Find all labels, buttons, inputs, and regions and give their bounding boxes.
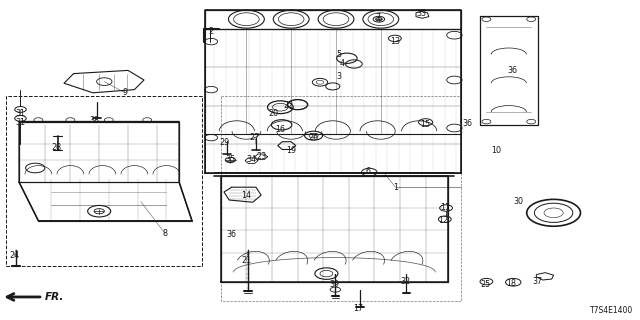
Text: 33: 33 xyxy=(416,9,426,18)
Text: 13: 13 xyxy=(390,37,401,46)
Text: 9: 9 xyxy=(122,88,127,97)
Text: 21: 21 xyxy=(241,256,252,265)
Text: 7: 7 xyxy=(375,13,380,22)
Text: 1: 1 xyxy=(393,183,398,192)
Text: 34: 34 xyxy=(246,156,257,164)
Text: 6: 6 xyxy=(365,167,371,176)
Text: T7S4E1400: T7S4E1400 xyxy=(590,306,634,315)
Text: 31: 31 xyxy=(15,109,26,118)
Text: FR.: FR. xyxy=(45,292,64,302)
Text: 36: 36 xyxy=(462,119,472,128)
Text: 5: 5 xyxy=(337,50,342,59)
Text: 38: 38 xyxy=(90,116,100,125)
Text: 3: 3 xyxy=(337,72,342,81)
Text: 30: 30 xyxy=(513,197,524,206)
Text: 12: 12 xyxy=(438,216,449,225)
Text: 11: 11 xyxy=(440,204,450,212)
Text: 18: 18 xyxy=(506,279,516,288)
Text: 15: 15 xyxy=(420,120,431,129)
Text: 37: 37 xyxy=(532,277,543,286)
Text: 4: 4 xyxy=(340,60,345,68)
Text: 31: 31 xyxy=(15,118,26,127)
Text: 36: 36 xyxy=(227,230,237,239)
Text: 28: 28 xyxy=(51,143,61,152)
Text: 8: 8 xyxy=(163,229,168,238)
Text: 35: 35 xyxy=(225,156,236,164)
Text: 32: 32 xyxy=(400,277,410,286)
Text: 29: 29 xyxy=(219,138,229,147)
Text: 24: 24 xyxy=(9,252,19,260)
Text: 16: 16 xyxy=(275,125,285,134)
Text: 36: 36 xyxy=(507,66,517,75)
Text: 27: 27 xyxy=(250,133,260,142)
Text: 39: 39 xyxy=(330,280,340,289)
Text: 26: 26 xyxy=(308,133,319,142)
Text: 2: 2 xyxy=(209,28,214,36)
Text: 14: 14 xyxy=(241,191,252,200)
Text: 19: 19 xyxy=(286,146,296,155)
Text: 20: 20 xyxy=(269,109,279,118)
Text: 17: 17 xyxy=(353,304,364,313)
Text: 10: 10 xyxy=(491,146,501,155)
Text: 23: 23 xyxy=(256,152,266,161)
Text: 25: 25 xyxy=(480,280,490,289)
Text: 22: 22 xyxy=(283,101,293,110)
Bar xyxy=(6,96,202,266)
